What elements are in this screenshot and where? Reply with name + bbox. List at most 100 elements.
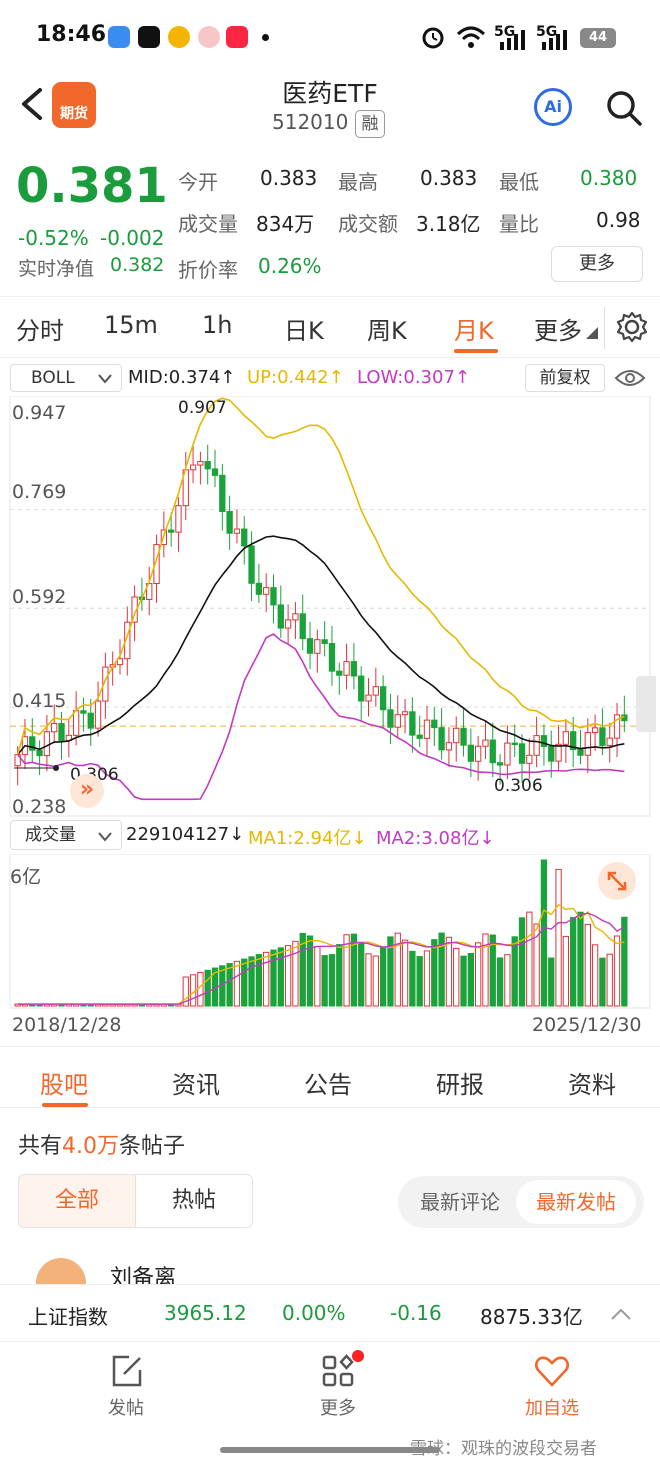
low-label: 最低 [499,170,539,194]
volume-bar [284,945,292,1007]
volume-bar [277,947,284,1007]
candle-up [394,714,401,728]
volume-bar [606,953,613,1007]
home-indicator[interactable] [220,1447,440,1453]
volume-bar [263,951,270,1007]
candle-down [431,719,438,729]
x-start-label: 2018/12/28 [12,1014,122,1036]
tab-intraday[interactable]: 分时 [16,317,64,345]
discount-label: 折价率 [178,258,238,282]
eye-icon[interactable] [614,368,646,388]
volume-bar [365,953,372,1007]
nav-post[interactable]: 发帖 [66,1352,186,1420]
change-percent: -0.52% [18,226,89,250]
sort-latest-post[interactable]: 最新发帖 [516,1180,636,1224]
candle-down [336,670,343,676]
nav-add-label: 加自选 [525,1398,579,1419]
volume-bar [584,923,591,1007]
filter-all[interactable]: 全部 [18,1174,136,1228]
chart-frame [9,396,651,817]
tab-research[interactable]: 研报 [436,1071,484,1099]
candle-up [526,754,533,764]
notification-dot [352,1350,364,1362]
volume-bar [314,946,321,1007]
chevron-down-icon [98,374,112,384]
nav-more-label: 更多 [320,1398,356,1419]
volume-bar [489,934,496,1007]
candle-down [570,731,577,751]
margin-badge: 融 [355,110,385,138]
expand-history-icon[interactable]: » [70,774,104,808]
volume-chart[interactable] [0,854,660,1010]
volume-bar [226,963,233,1007]
sort-latest-comment[interactable]: 最新评论 [420,1190,500,1214]
post-author[interactable]: 刘备离 [110,1266,177,1284]
candle-up [51,723,58,733]
change-amount: -0.002 [100,226,165,250]
volume-label: 成交量 [25,825,76,845]
tab-more[interactable]: 更多 [534,317,582,345]
volume-label: 成交量 [178,212,238,236]
quote-more-button[interactable]: 更多 [551,246,643,282]
candle-down [467,744,475,762]
volume-ma1-line [17,903,625,1005]
candle-up [562,731,570,745]
fullscreen-button[interactable] [598,862,636,900]
back-arrow-icon[interactable] [14,84,50,124]
candle-down [80,710,87,714]
chevron-up-icon[interactable] [610,1307,632,1321]
tab-profile[interactable]: 资料 [568,1071,616,1099]
low-marker [53,765,59,772]
x-end-label: 2025/12/30 [532,1014,642,1036]
tab-forum[interactable]: 股吧 [40,1071,88,1099]
boll-upper-line [16,397,625,755]
candle-up [153,544,160,585]
volume-bar [409,950,416,1007]
indicator-select[interactable]: BOLL [10,364,122,392]
volume-bar [241,958,248,1007]
candle-down [328,643,336,672]
chart-side-handle[interactable] [636,676,656,732]
signal-5g-1: 5G [494,24,516,40]
nav-more[interactable]: 更多 [278,1352,398,1420]
heart-icon [534,1356,570,1387]
filter-hot[interactable]: 热帖 [135,1174,253,1228]
tab-1h[interactable]: 1h [202,311,233,339]
volume-ma1: MA1:2.94亿↓ [248,828,367,849]
tab-monthly[interactable]: 月K [454,317,494,345]
candle-up [343,661,350,676]
candle-up [453,727,460,744]
nav-add-watchlist[interactable]: 加自选 [492,1352,612,1420]
volume-bar [423,950,431,1007]
tab-weekly[interactable]: 周K [367,317,407,345]
open-label: 今开 [178,170,218,194]
adjust-button[interactable]: 前复权 [525,364,605,392]
candle-down [219,474,226,513]
volume-bar [416,956,423,1007]
volume-bar [358,942,365,1007]
candle-up [124,621,131,660]
settings-gear-icon[interactable] [616,311,648,343]
volume-bar [394,932,401,1007]
index-ticker[interactable]: 上证指数 3965.12 0.00% -0.16 8875.33亿 [0,1284,660,1342]
search-icon[interactable] [604,88,644,128]
tab-news[interactable]: 资讯 [172,1071,220,1099]
avatar[interactable] [36,1258,86,1284]
tab-daily[interactable]: 日K [284,317,324,345]
volume-bar [591,944,599,1007]
candle-up [233,528,241,534]
grid-icon [322,1354,354,1387]
sort-toggle: 最新评论 最新发帖 [398,1176,644,1228]
candlestick-chart[interactable] [0,396,660,818]
volume-bar [182,976,189,1007]
low-value: 0.380 [580,166,638,190]
tab-15m[interactable]: 15m [104,311,158,339]
futures-logo[interactable]: 期货 [52,82,96,128]
volume-indicator-select[interactable]: 成交量 [10,820,122,850]
volume-bar [504,954,511,1007]
candle-up [372,686,379,696]
tab-announcements[interactable]: 公告 [304,1071,352,1099]
post-count-suffix: 条帖子 [119,1134,186,1159]
volume-bar [197,972,204,1007]
ai-button[interactable]: Ai [534,88,572,126]
